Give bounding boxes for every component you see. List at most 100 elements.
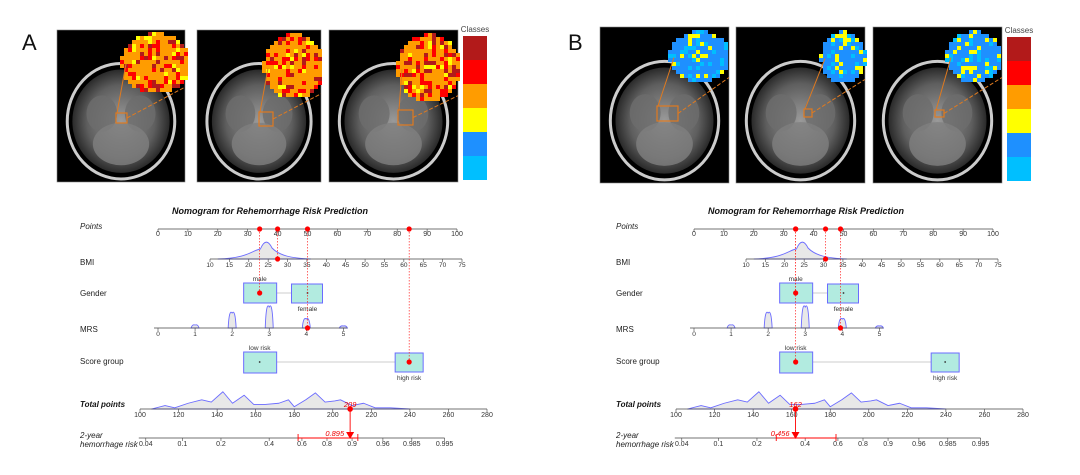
overlay-cell — [712, 46, 716, 50]
overlay-cell — [440, 89, 444, 93]
overlay-cell — [152, 40, 156, 44]
overlay-cell — [839, 34, 843, 38]
overlay-cell — [961, 46, 965, 50]
overlay-cell — [172, 84, 176, 88]
overlay-cell — [416, 61, 420, 65]
overlay-cell — [278, 89, 282, 93]
overlay-cell — [412, 77, 416, 81]
overlay-cell — [444, 89, 448, 93]
overlay-cell — [676, 58, 680, 62]
overlay-cell — [823, 54, 827, 58]
overlay-cell — [961, 58, 965, 62]
overlay-cell — [704, 78, 708, 82]
overlay-cell — [180, 80, 184, 84]
overlay-cell — [981, 50, 985, 54]
overlay-cell — [160, 48, 164, 52]
overlay-cell — [136, 64, 140, 68]
overlay-cell — [452, 57, 456, 61]
overlay-cell — [168, 72, 172, 76]
overlay-cell — [700, 74, 704, 78]
overlay-cell — [286, 69, 290, 73]
overlay-cell — [128, 68, 132, 72]
overlay-cell — [132, 80, 136, 84]
overlay-cell — [835, 50, 839, 54]
mrs-tick-label: 4 — [840, 331, 844, 338]
overlay-cell — [859, 70, 863, 74]
overlay-cell — [290, 73, 294, 77]
overlay-cell — [704, 62, 708, 66]
overlay-cell — [676, 66, 680, 70]
overlay-cell — [266, 53, 270, 57]
overlay-cell — [831, 66, 835, 70]
overlay-cell — [969, 30, 973, 34]
overlay-cell — [696, 54, 700, 58]
points-marker — [275, 226, 281, 232]
mrs-density — [800, 305, 810, 329]
overlay-cell — [140, 84, 144, 88]
overlay-cell — [318, 73, 322, 77]
overlay-cell — [720, 70, 724, 74]
overlay-cell — [965, 78, 969, 82]
overlay-cell — [688, 34, 692, 38]
overlay-cell — [298, 69, 302, 73]
overlay-cell — [989, 38, 993, 42]
overlay-cell — [720, 38, 724, 42]
zoom-connector — [677, 77, 730, 114]
overlay-cell — [985, 62, 989, 66]
overlay-cell — [404, 89, 408, 93]
risk-tick-label: 0.04 — [139, 441, 153, 448]
overlay-cell — [692, 74, 696, 78]
overlay-cell — [440, 93, 444, 97]
overlay-cell — [432, 73, 436, 77]
mrs-tick-label: 5 — [878, 331, 882, 338]
overlay-cell — [432, 65, 436, 69]
risk-tick-label: 0.9 — [883, 441, 893, 448]
overlay-cell — [973, 34, 977, 38]
overlay-cell — [432, 53, 436, 57]
overlay-cell — [180, 44, 184, 48]
risk-tick-label: 0.985 — [939, 441, 957, 448]
overlay-cell — [440, 65, 444, 69]
points-tick-label: 70 — [363, 231, 371, 238]
overlay-cell — [949, 66, 953, 70]
overlay-cell — [172, 60, 176, 64]
overlay-cell — [973, 54, 977, 58]
overlay-cell — [180, 72, 184, 76]
brain-lobe — [124, 95, 156, 132]
overlay-cell — [851, 62, 855, 66]
total-points-tick-label: 280 — [1017, 412, 1029, 419]
overlay-cell — [428, 81, 432, 85]
overlay-cell — [290, 89, 294, 93]
legend-swatch — [463, 108, 487, 132]
overlay-cell — [945, 54, 949, 58]
points-marker — [257, 226, 263, 232]
overlay-cell — [448, 69, 452, 73]
overlay-cell — [444, 41, 448, 45]
overlay-cell — [172, 52, 176, 56]
overlay-cell — [128, 60, 132, 64]
overlay-cell — [851, 46, 855, 50]
overlay-cell — [847, 62, 851, 66]
overlay-cell — [851, 34, 855, 38]
overlay-cell — [408, 73, 412, 77]
overlay-cell — [668, 58, 672, 62]
overlay-cell — [997, 50, 1001, 54]
overlay-cell — [969, 70, 973, 74]
points-tick-label: 80 — [929, 231, 937, 238]
overlay-cell — [274, 89, 278, 93]
overlay-cell — [144, 52, 148, 56]
overlay-cell — [981, 74, 985, 78]
legend-swatch — [1007, 37, 1031, 61]
overlay-cell — [160, 40, 164, 44]
overlay-cell — [981, 66, 985, 70]
overlay-cell — [428, 57, 432, 61]
overlay-cell — [270, 49, 274, 53]
overlay-cell — [432, 81, 436, 85]
overlay-cell — [859, 46, 863, 50]
overlay-cell — [688, 58, 692, 62]
total-points-tick-label: 200 — [863, 412, 875, 419]
overlay-cell — [957, 58, 961, 62]
overlay-cell — [140, 80, 144, 84]
overlay-cell — [408, 89, 412, 93]
zoom-connector — [259, 68, 269, 113]
